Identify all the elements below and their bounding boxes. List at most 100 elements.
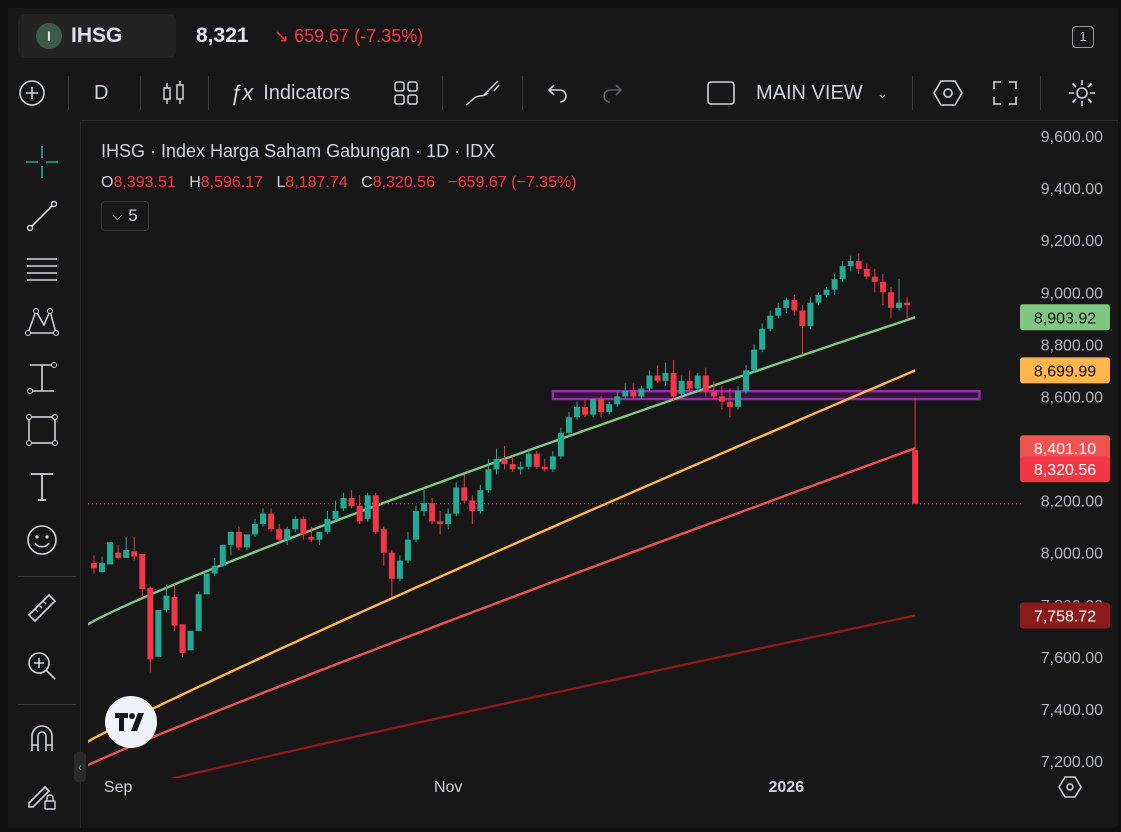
toolbar-divider: [68, 76, 69, 110]
candle-body: [525, 453, 532, 467]
crosshair-tool[interactable]: [24, 144, 60, 180]
moving-average-line: [88, 316, 916, 626]
price-change: ↘ 659.67 (-7.35%): [274, 26, 423, 47]
symbol-bar: I IHSG 8,321 ↘ 659.67 (-7.35%) 1: [8, 8, 1118, 67]
x-tick-label: 2026: [769, 779, 805, 796]
zoom-in-tool[interactable]: [24, 648, 60, 684]
undo-button[interactable]: [544, 66, 570, 120]
candle-body: [590, 399, 597, 415]
candle-body: [751, 349, 758, 371]
drawing-tools-button[interactable]: [464, 66, 504, 120]
candle-body: [710, 391, 717, 397]
interval-button[interactable]: D: [94, 81, 109, 104]
redo-button[interactable]: [600, 66, 626, 120]
toolbar-divider: [912, 76, 913, 110]
candle-body: [276, 529, 283, 540]
candle-body: [549, 456, 556, 470]
fullscreen-button[interactable]: [992, 66, 1018, 120]
price-axis-label: [1020, 456, 1110, 483]
magnet-tool[interactable]: [24, 720, 60, 756]
candle-body: [227, 531, 234, 545]
indicators-button[interactable]: ƒx Indicators: [230, 66, 350, 120]
candle-body: [485, 469, 492, 491]
zoom-in-icon: [28, 652, 56, 680]
candle-body: [99, 563, 106, 573]
settings-button[interactable]: [932, 66, 964, 120]
layout-count-badge[interactable]: 1: [1072, 26, 1094, 48]
chart-type-button[interactable]: [160, 66, 188, 120]
candle-body: [139, 553, 146, 590]
candle-body: [107, 542, 114, 565]
candle-body: [163, 595, 170, 610]
candle-body: [179, 624, 186, 653]
y-tick-label: 8,000.00: [1041, 546, 1103, 563]
candle-body: [791, 300, 798, 311]
fib-tool[interactable]: [24, 252, 60, 288]
ruler-tool[interactable]: [24, 590, 60, 626]
toolbar-divider: [140, 76, 141, 110]
pattern-tool[interactable]: [24, 304, 60, 340]
toolbar-divider: [18, 704, 76, 705]
measure-projection-tool[interactable]: [24, 360, 60, 396]
candle-body: [340, 497, 347, 509]
symbol-logo-icon: I: [36, 23, 62, 49]
price-axis-label: [1020, 602, 1110, 629]
candle-body: [646, 375, 653, 389]
sun-icon: [1069, 80, 1095, 106]
shape-tool[interactable]: [24, 412, 60, 448]
fullscreen-icon: [993, 81, 1017, 105]
candle-body: [887, 292, 894, 308]
candle-body: [654, 375, 661, 381]
candle-body: [686, 380, 693, 389]
tradingview-logo[interactable]: [105, 696, 157, 748]
price-chart: 9,600.00 9,400.00 9,200.00 9,000.00 8,800.00…: [88, 129, 1110, 796]
collapse-toolbar-button[interactable]: ‹: [74, 752, 86, 782]
price-axis-label: [1020, 435, 1110, 462]
symbol-search-button[interactable]: I IHSG: [18, 14, 176, 58]
candle-body: [662, 372, 669, 381]
chart-pane[interactable]: 9,600.00 9,400.00 9,200.00 9,000.00 8,800.00…: [88, 126, 1118, 826]
candle-body: [284, 529, 291, 540]
theme-toggle-button[interactable]: [1068, 66, 1096, 120]
candle-body: [904, 302, 911, 306]
lock-drawings-tool[interactable]: [24, 776, 60, 812]
rectangle-icon: [26, 414, 58, 446]
brush-icon: [465, 80, 500, 106]
high-label: H: [189, 174, 201, 191]
moving-average-line: [88, 447, 916, 767]
candle-body: [767, 315, 774, 329]
candle-body: [243, 534, 250, 548]
toolbar-divider: [18, 576, 76, 577]
view-selector[interactable]: MAIN VIEW ⌄: [706, 66, 888, 120]
add-symbol-button[interactable]: [18, 66, 46, 120]
candle-body: [235, 531, 242, 548]
studies-count: 5: [128, 206, 138, 225]
price-axis-label-text: 8,320.56: [1034, 462, 1096, 479]
candle-body: [453, 487, 460, 514]
candle-body: [316, 531, 323, 540]
y-tick-label: 8,800.00: [1041, 337, 1103, 354]
scale-settings-button[interactable]: [1058, 776, 1082, 803]
change-percent: (-7.35%): [354, 26, 424, 46]
candle-body: [380, 529, 387, 553]
text-tool[interactable]: [24, 468, 60, 504]
y-tick-label: 9,600.00: [1041, 129, 1103, 146]
candle-body: [678, 380, 685, 394]
trend-line-tool[interactable]: [24, 198, 60, 234]
symbol-legend-title: IHSG · Index Harga Saham Gabungan · 1D ·…: [101, 141, 496, 161]
studies-toggle-button[interactable]: ⌵ 5: [101, 201, 149, 231]
x-tick-label: Sep: [104, 779, 133, 796]
price-axis-label: [1020, 357, 1110, 384]
candle-body: [863, 268, 870, 277]
emoji-tool[interactable]: [24, 522, 60, 558]
candle-body: [606, 404, 613, 413]
templates-button[interactable]: [392, 66, 420, 120]
candle-body: [517, 466, 524, 470]
y-tick-label: 7,600.00: [1041, 650, 1103, 667]
tv-logo-icon: [115, 713, 144, 731]
candle-body: [477, 490, 484, 511]
candle-body: [413, 511, 419, 540]
magnet-icon: [31, 725, 53, 751]
candle-body: [91, 563, 97, 569]
candle-body: [831, 279, 838, 290]
